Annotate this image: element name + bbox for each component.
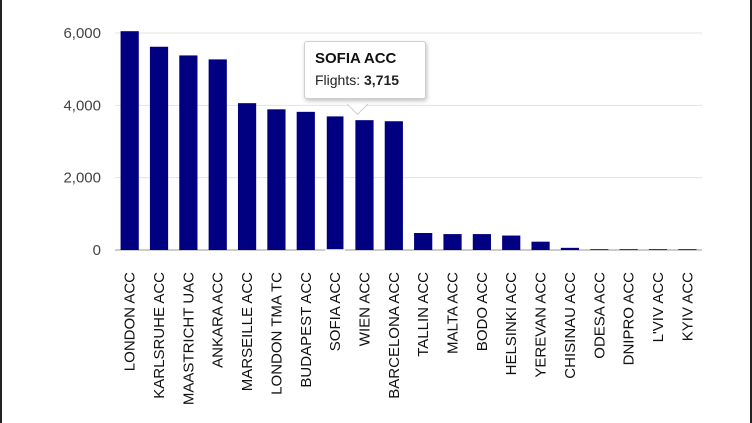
x-category-label: L'VIV ACC [650,272,667,343]
bar [120,31,139,250]
tooltip: SOFIA ACC Flights: 3,715 [304,41,426,99]
x-category-label: YEREVAN ACC [533,272,550,378]
x-category-label: BARCELONA ACC [386,272,403,399]
x-category-label: MAASTRICHT UAC [180,272,197,405]
y-tick-label: 0 [93,242,101,259]
bar [502,235,521,250]
x-category-label: DNIPRO ACC [621,272,638,366]
bar [355,120,374,250]
tooltip-line: Flights: 3,715 [315,69,415,91]
x-category-label: HELSINKI ACC [503,272,520,376]
y-tick-label: 4,000 [63,97,101,114]
x-category-label: TALLIN ACC [415,272,432,357]
bar [648,249,668,250]
bar [384,121,403,250]
tooltip-label: Flights: [315,72,365,88]
bar [149,46,169,250]
y-tick-label: 2,000 [63,170,101,187]
bar [267,109,286,250]
bar [237,103,257,250]
x-category-label: SOFIA ACC [327,272,344,351]
x-category-label: MALTA ACC [445,272,462,354]
x-category-label: BUDAPEST ACC [298,272,315,388]
bar [296,111,315,251]
x-category-label: LONDON ACC [122,272,139,371]
bar [590,249,609,250]
bar [531,241,550,250]
bar [443,234,462,250]
x-category-label: CHISINAU ACC [562,272,579,379]
bar [325,114,345,251]
tooltip-title: SOFIA ACC [315,50,397,67]
x-category-label: WIEN ACC [356,272,373,346]
x-category-label: MARSEILLE ACC [239,272,256,391]
bar [678,249,697,250]
bar [472,234,491,250]
bar [560,247,580,250]
x-category-label: ANKARA ACC [210,272,227,368]
x-category-label: KARLSRUHE ACC [151,272,168,399]
x-category-label: BODO ACC [474,272,491,351]
bar [619,249,638,250]
x-category-label: LONDON TMA TC [268,272,285,395]
bar [208,59,227,250]
x-category-label: KYIV ACC [679,272,696,341]
tooltip-value: 3,715 [364,72,400,88]
bar [414,233,433,250]
x-category-label: ODESA ACC [591,272,608,359]
bar [179,55,198,250]
y-tick-label: 6,000 [63,25,101,42]
